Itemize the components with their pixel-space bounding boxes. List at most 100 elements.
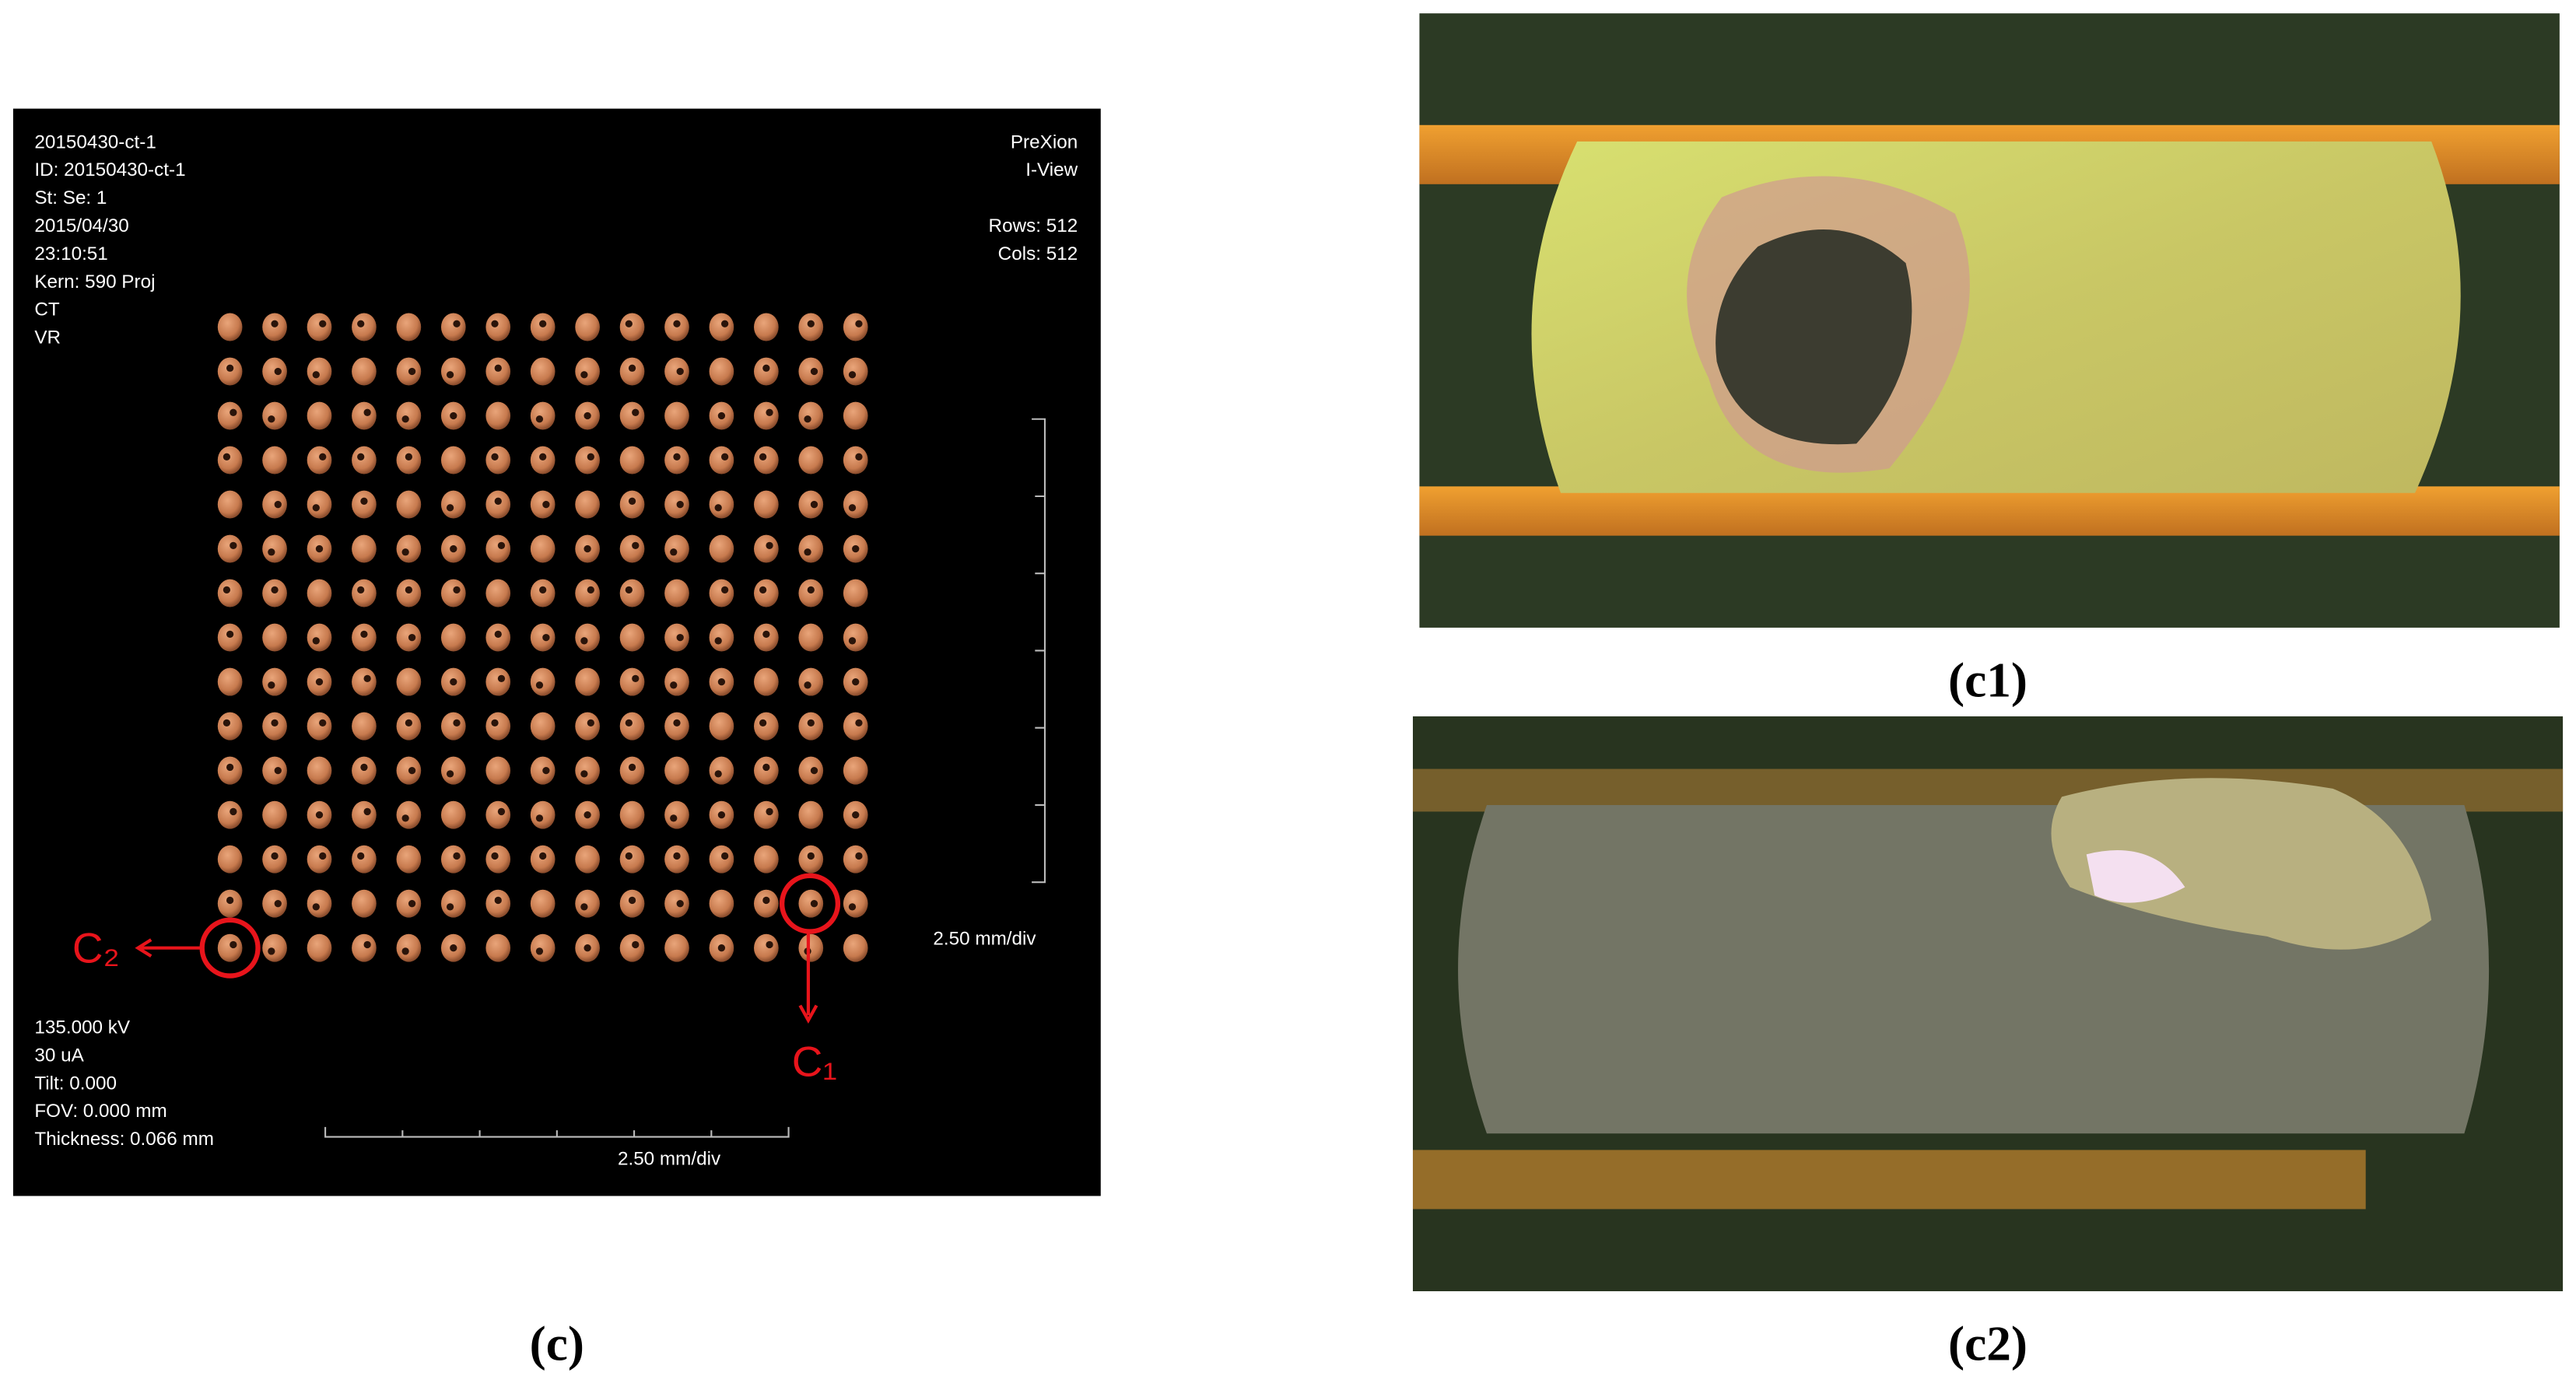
ball — [396, 845, 422, 874]
ball-void — [587, 453, 594, 460]
ball — [575, 490, 600, 519]
ball — [709, 534, 734, 563]
ball-void — [446, 371, 454, 379]
ball-void — [676, 900, 684, 908]
ball — [664, 667, 689, 696]
ball-void — [673, 453, 681, 460]
ball-void — [673, 719, 681, 727]
ball-void — [315, 544, 324, 553]
ball-void — [268, 415, 275, 423]
ball-void — [848, 371, 857, 379]
ball-void — [363, 807, 371, 816]
ball — [530, 933, 556, 962]
ball-void — [766, 541, 773, 549]
ball — [440, 712, 466, 741]
ball-void — [408, 633, 416, 642]
ball — [352, 933, 377, 962]
ball-void — [766, 807, 773, 816]
ball — [843, 579, 868, 607]
ball — [396, 401, 422, 430]
ball-void — [539, 852, 547, 860]
ball-void — [357, 586, 365, 594]
ball — [217, 579, 243, 607]
ball — [440, 623, 466, 652]
ball — [843, 933, 868, 962]
ball — [619, 623, 645, 652]
ball — [307, 357, 332, 386]
ball — [798, 667, 824, 696]
ball-void — [312, 903, 320, 911]
ball-void — [453, 586, 461, 594]
ball — [619, 446, 645, 474]
ball-void — [720, 586, 729, 594]
ball-void — [408, 900, 416, 908]
ball-void — [807, 719, 815, 727]
ball-void — [446, 903, 454, 911]
ball-void — [584, 544, 591, 553]
ct-info-line: FOV: 0.000 mm — [34, 1101, 166, 1122]
ball-void — [810, 766, 818, 775]
ball-void — [453, 852, 461, 860]
ball — [485, 313, 511, 341]
ball — [619, 667, 645, 696]
ball — [217, 845, 243, 874]
ball-void — [491, 453, 499, 460]
ball — [485, 446, 511, 474]
ball — [440, 313, 466, 341]
ball — [798, 534, 824, 563]
ball-void — [759, 453, 767, 460]
ball — [485, 933, 511, 962]
ball-void — [628, 364, 636, 372]
ball-void — [274, 766, 282, 775]
vertical-scale-label: 2.50 mm/div — [933, 928, 1036, 949]
ball-void — [405, 453, 413, 460]
ball-void — [580, 637, 588, 645]
ball-void — [453, 719, 461, 727]
ball — [664, 579, 689, 607]
ball-void — [676, 500, 684, 509]
ball — [217, 490, 243, 519]
ball-void — [450, 677, 457, 686]
ball-void — [268, 548, 275, 556]
ball-void — [450, 411, 457, 420]
ball — [619, 800, 645, 829]
ball-void — [363, 674, 371, 683]
markers — [135, 873, 841, 1024]
ball — [262, 446, 287, 474]
ball-void — [446, 770, 454, 778]
ct-info-line: Kern: 590 Proj — [34, 271, 155, 292]
ball-void — [319, 852, 327, 860]
ball — [843, 401, 868, 430]
ball — [262, 667, 287, 696]
ball-void — [587, 719, 594, 727]
ball — [352, 357, 377, 386]
ball — [307, 623, 332, 652]
ball — [352, 845, 377, 874]
ball-void — [762, 364, 770, 372]
ball-void — [494, 364, 502, 372]
ball — [754, 667, 779, 696]
ball — [352, 712, 377, 741]
ball — [664, 933, 689, 962]
ball — [440, 357, 466, 386]
ball-void — [230, 408, 237, 416]
ball — [843, 845, 868, 874]
ball-void — [717, 944, 726, 952]
ball — [754, 933, 779, 962]
ball — [262, 534, 287, 563]
ball — [440, 490, 466, 519]
ball-void — [360, 497, 368, 505]
ball — [307, 313, 332, 341]
ball — [754, 401, 779, 430]
ball-void — [759, 719, 767, 727]
horizontal-scale-label: 2.50 mm/div — [618, 1148, 721, 1169]
ball-void — [223, 453, 231, 460]
ball-void — [450, 544, 457, 553]
ball — [262, 401, 287, 430]
ball — [619, 712, 645, 741]
ball — [217, 534, 243, 563]
ball-void — [625, 320, 633, 327]
ball-void — [804, 681, 811, 689]
ball — [575, 623, 600, 652]
ball-void — [714, 637, 722, 645]
